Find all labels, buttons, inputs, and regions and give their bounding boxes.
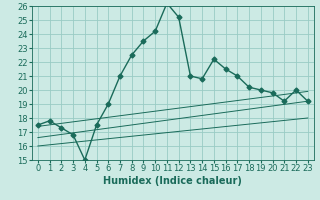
X-axis label: Humidex (Indice chaleur): Humidex (Indice chaleur) (103, 176, 242, 186)
